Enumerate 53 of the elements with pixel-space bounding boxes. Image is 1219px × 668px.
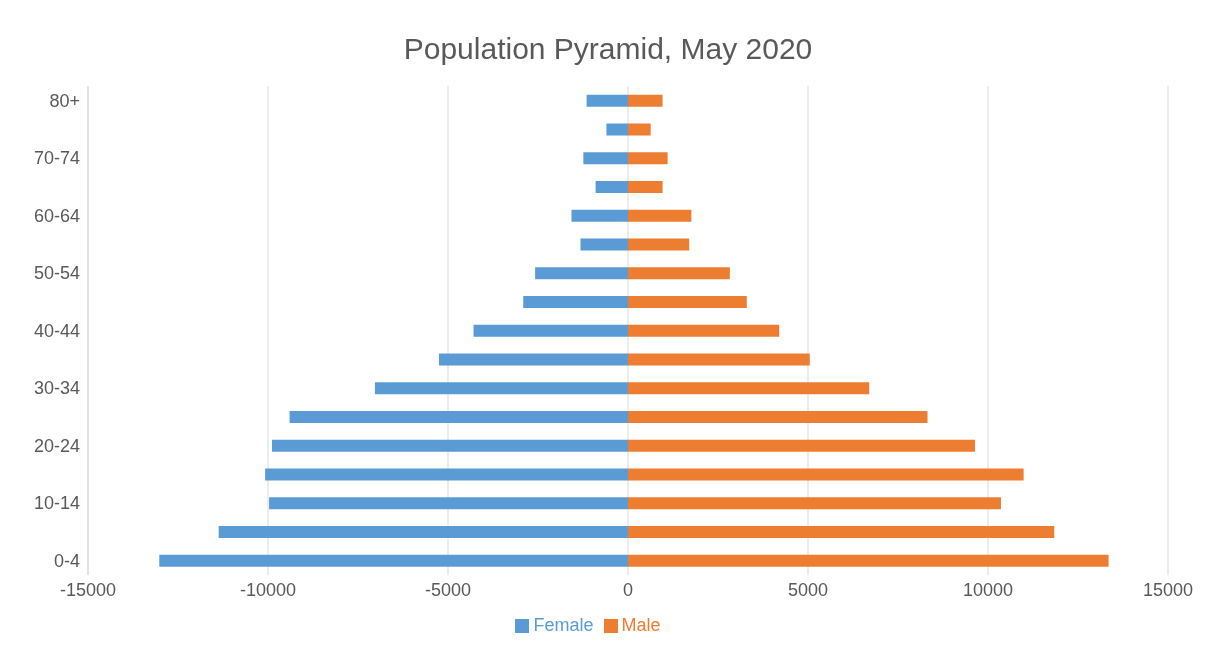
bar <box>628 526 1055 539</box>
bar <box>271 439 628 452</box>
legend-label: Female <box>533 615 594 635</box>
x-tick-label: -10000 <box>239 579 297 600</box>
bar <box>628 123 651 136</box>
bar <box>606 123 628 136</box>
bar <box>289 411 628 424</box>
bar <box>523 295 628 308</box>
bar <box>628 468 1024 481</box>
legend-label: Male <box>621 615 661 635</box>
y-tick-label: 10-14 <box>33 493 80 514</box>
bar <box>628 152 668 165</box>
y-tick-label: 80+ <box>49 90 80 111</box>
x-tick-label: 5000 <box>787 579 829 600</box>
bar <box>473 324 628 337</box>
y-tick-label: 30-34 <box>33 378 80 399</box>
y-tick-label: 60-64 <box>33 205 80 226</box>
bar <box>580 238 628 251</box>
bar <box>628 209 692 222</box>
bar <box>586 94 628 107</box>
bar <box>269 497 628 510</box>
bar <box>571 209 628 222</box>
bar <box>628 180 663 193</box>
bar <box>535 267 628 280</box>
bar <box>628 267 730 280</box>
y-tick-label: 70-74 <box>33 148 80 169</box>
x-tick-label: -15000 <box>59 579 117 600</box>
x-tick-label: 0 <box>622 579 634 600</box>
bar <box>628 439 976 452</box>
x-tick-label: 15000 <box>1142 579 1194 600</box>
bar <box>265 468 628 481</box>
bar <box>628 94 663 107</box>
bar <box>628 497 1001 510</box>
y-tick-label: 40-44 <box>33 320 80 341</box>
bar <box>439 353 628 366</box>
bar <box>628 353 810 366</box>
y-tick-label: 50-54 <box>33 263 80 284</box>
bar <box>374 382 628 395</box>
bar <box>628 238 690 251</box>
bar <box>595 180 628 193</box>
bar <box>159 554 628 567</box>
bar <box>218 526 628 539</box>
chart-title: Population Pyramid, May 2020 <box>402 31 814 66</box>
bar <box>628 295 747 308</box>
x-tick-label: -5000 <box>424 579 472 600</box>
y-tick-label: 20-24 <box>33 435 80 456</box>
bar <box>628 411 928 424</box>
bar <box>628 324 780 337</box>
bar <box>628 554 1109 567</box>
x-tick-label: 10000 <box>962 579 1014 600</box>
y-tick-label: 0-4 <box>53 551 80 572</box>
bar <box>583 152 628 165</box>
bar <box>628 382 870 395</box>
